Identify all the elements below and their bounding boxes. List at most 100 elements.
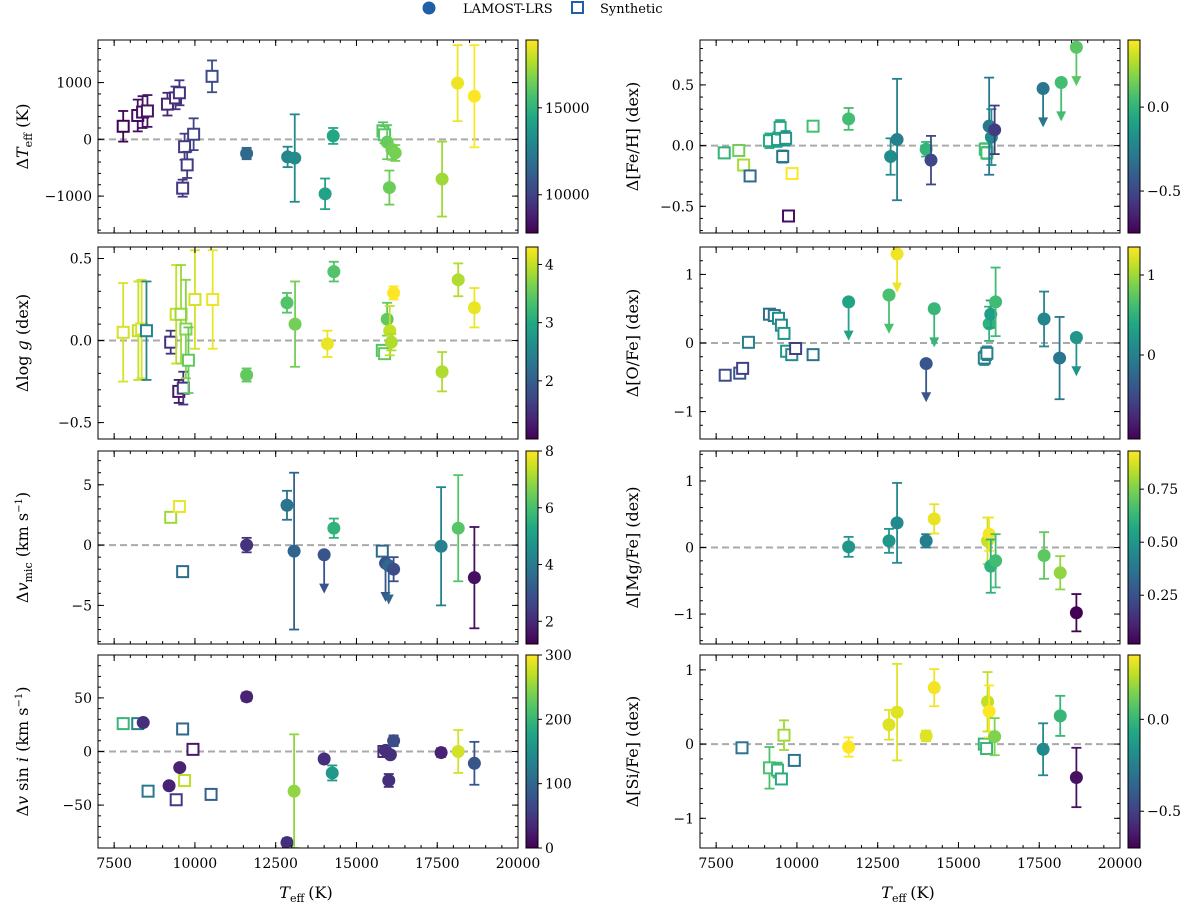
axes-frame bbox=[97, 450, 519, 645]
lamost-point bbox=[318, 187, 332, 201]
y-axis-label: ΔTeff (K) bbox=[13, 103, 35, 169]
lamost-point bbox=[467, 301, 481, 315]
synthetic-point bbox=[776, 150, 790, 164]
colorbar-tick-label: 0 bbox=[545, 841, 554, 857]
lamost-point bbox=[981, 695, 995, 709]
colorbar bbox=[525, 39, 539, 234]
lamost-point bbox=[434, 746, 448, 760]
synthetic-point bbox=[116, 325, 130, 339]
panel-ofe: −1 0 1 Δ[O/Fe] (dex) 0 1 bbox=[623, 246, 1156, 440]
lamost-point bbox=[919, 729, 933, 743]
synthetic-point bbox=[980, 146, 994, 160]
colorbar-tick-label: 0.50 bbox=[1147, 535, 1178, 551]
upper-limit-arrowhead bbox=[1071, 366, 1082, 377]
upper-limit-arrowhead bbox=[843, 330, 854, 341]
y-axis-label: Δ[Si/Fe] (dex) bbox=[623, 696, 642, 808]
y-axis-label: Δvmic (km s−1) bbox=[13, 492, 35, 603]
x-tick-label: 10000 bbox=[775, 856, 820, 872]
lamost-point bbox=[380, 312, 394, 326]
y-axis-label: Δv sin i (km s−1) bbox=[13, 686, 32, 816]
legend-lamost-marker bbox=[422, 1, 436, 15]
synthetic-point bbox=[164, 510, 178, 524]
synthetic-point bbox=[205, 69, 219, 83]
y-tick-label: 0 bbox=[83, 132, 92, 148]
lamost-point bbox=[890, 247, 904, 261]
colorbar-tick-label: 0.25 bbox=[1147, 588, 1178, 604]
synthetic-point bbox=[176, 381, 190, 395]
lamost-point bbox=[988, 123, 1002, 137]
synthetic-point bbox=[116, 717, 130, 731]
x-tick-label: 15000 bbox=[334, 856, 379, 872]
y-tick-label: 0.5 bbox=[672, 78, 694, 94]
lamost-point bbox=[387, 562, 401, 576]
lamost-point bbox=[989, 554, 1003, 568]
lamost-point bbox=[1036, 82, 1050, 96]
synthetic-point bbox=[140, 104, 154, 118]
colorbar-tick-label: 0.0 bbox=[1147, 100, 1169, 116]
lamost-point bbox=[287, 784, 301, 798]
y-tick-label: −1 bbox=[673, 811, 694, 827]
lamost-point bbox=[288, 151, 302, 165]
lamost-point bbox=[890, 516, 904, 530]
lamost-point bbox=[842, 540, 856, 554]
lamost-point bbox=[984, 307, 998, 321]
y-axis-label: Δ[O/Fe] (dex) bbox=[623, 289, 642, 398]
lamost-point bbox=[842, 740, 856, 754]
lamost-point bbox=[467, 89, 481, 103]
synthetic-point bbox=[806, 348, 820, 362]
synthetic-point bbox=[178, 140, 192, 154]
upper-limit-arrowhead bbox=[383, 594, 394, 605]
plot-area bbox=[842, 482, 1083, 633]
synthetic-point bbox=[777, 728, 791, 742]
x-tick-label: 17500 bbox=[1017, 856, 1062, 872]
colorbar-tick-label: 300 bbox=[545, 648, 572, 664]
colorbar-tick-label: −0.5 bbox=[1147, 184, 1181, 200]
synthetic-point bbox=[139, 324, 153, 338]
upper-limit-arrowhead bbox=[921, 392, 932, 403]
synthetic-point bbox=[785, 167, 799, 181]
lamost-point bbox=[919, 142, 933, 156]
lamost-point bbox=[882, 718, 896, 732]
colorbar-tick-label: 0.75 bbox=[1147, 482, 1178, 498]
y-tick-label: −1 bbox=[673, 405, 694, 421]
lamost-point bbox=[1054, 75, 1068, 89]
y-tick-label: 0.0 bbox=[70, 334, 92, 350]
colorbar-tick-label: 0.0 bbox=[1147, 712, 1169, 728]
synthetic-point bbox=[141, 784, 155, 798]
plot-area bbox=[718, 247, 1083, 403]
lamost-point bbox=[467, 571, 481, 585]
lamost-point bbox=[1053, 709, 1067, 723]
legend: LAMOST-LRS Synthetic bbox=[422, 1, 663, 17]
lamost-point bbox=[435, 365, 449, 379]
x-tick-label: 7500 bbox=[96, 856, 132, 872]
y-axis-label: Δlog g (dex) bbox=[13, 294, 32, 392]
y-tick-label: −0.5 bbox=[58, 416, 92, 432]
synthetic-point bbox=[980, 346, 994, 360]
lamost-point bbox=[1036, 742, 1050, 756]
lamost-point bbox=[988, 730, 1002, 744]
lamost-point bbox=[435, 172, 449, 186]
lamost-point bbox=[240, 368, 254, 382]
synthetic-point bbox=[732, 143, 746, 157]
panel-logg: −0.5 0.0 0.5 Δlog g (dex) 2 3 4 bbox=[13, 246, 554, 440]
upper-limit-arrowhead bbox=[1056, 111, 1067, 122]
y-tick-label: −5 bbox=[71, 598, 92, 614]
synthetic-point bbox=[375, 544, 389, 558]
lamost-point bbox=[919, 357, 933, 371]
plot-area bbox=[735, 663, 1083, 809]
colorbar bbox=[1127, 654, 1141, 849]
lamost-point bbox=[842, 112, 856, 126]
synthetic-point bbox=[718, 368, 732, 382]
lamost-point bbox=[924, 153, 938, 167]
lamost-point bbox=[280, 498, 294, 512]
x-tick-label: 15000 bbox=[936, 856, 981, 872]
plot-area bbox=[164, 471, 481, 631]
colorbar bbox=[1127, 39, 1141, 234]
lamost-point bbox=[387, 734, 401, 748]
lamost-point bbox=[1053, 566, 1067, 580]
y-tick-label: 1000 bbox=[56, 76, 92, 92]
legend-lamost-label: LAMOST-LRS bbox=[463, 2, 553, 17]
lamost-point bbox=[989, 295, 1003, 309]
lamost-point bbox=[982, 527, 996, 541]
lamost-point bbox=[162, 779, 176, 793]
